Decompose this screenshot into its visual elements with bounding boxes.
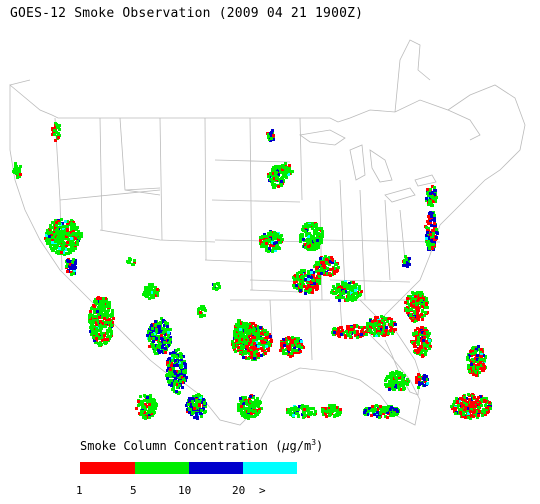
legend-unit-rest: g/m [289, 439, 312, 453]
legend-bin-2 [189, 462, 243, 474]
legend-title: Smoke Column Concentration (μg/m3) [80, 438, 323, 453]
legend-title-prefix: Smoke Column Concentration ( [80, 439, 283, 453]
map-title: GOES-12 Smoke Observation (2009 04 21 19… [10, 6, 364, 21]
state-lines [54, 117, 441, 361]
legend-tick-10: 10 [178, 484, 192, 497]
legend-bin-3 [243, 462, 297, 474]
legend-unit-mu: μ [282, 439, 290, 453]
legend-bin-1 [135, 462, 189, 474]
great-lakes [298, 129, 437, 203]
legend-unit-exp: 3 [311, 438, 317, 447]
legend-bin-0 [80, 462, 135, 474]
state-boundaries [9, 39, 526, 426]
canada-coast [9, 39, 481, 141]
smoke-pixels [12, 122, 492, 420]
legend-tick-5: 5 [130, 484, 137, 497]
legend-tick-1: 1 [76, 484, 83, 497]
legend-tick-20: 20 [232, 484, 246, 497]
us-outline [9, 84, 526, 426]
legend-tick-overflow: > [259, 484, 266, 497]
legend-title-suffix: ) [316, 439, 324, 453]
